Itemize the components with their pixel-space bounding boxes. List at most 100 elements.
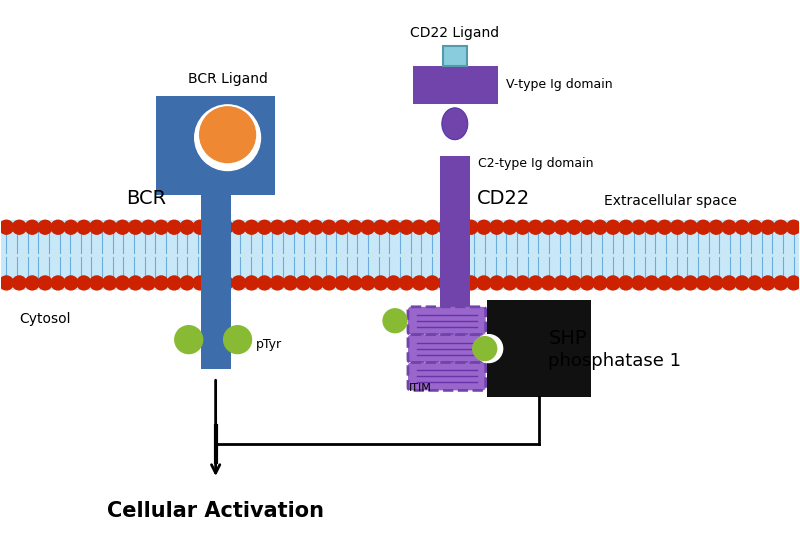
Circle shape bbox=[619, 276, 633, 290]
Circle shape bbox=[464, 276, 478, 290]
Circle shape bbox=[580, 220, 594, 234]
Circle shape bbox=[722, 220, 736, 234]
Circle shape bbox=[193, 220, 207, 234]
Circle shape bbox=[529, 220, 542, 234]
Circle shape bbox=[283, 220, 298, 234]
Circle shape bbox=[12, 276, 26, 290]
Circle shape bbox=[309, 276, 323, 290]
Circle shape bbox=[710, 276, 723, 290]
Bar bbox=[486, 300, 591, 397]
Circle shape bbox=[696, 220, 710, 234]
Circle shape bbox=[51, 220, 65, 234]
Circle shape bbox=[218, 220, 233, 234]
Circle shape bbox=[245, 220, 258, 234]
Circle shape bbox=[438, 276, 452, 290]
Circle shape bbox=[529, 276, 542, 290]
Circle shape bbox=[748, 276, 762, 290]
FancyBboxPatch shape bbox=[408, 362, 486, 390]
Circle shape bbox=[710, 220, 723, 234]
Text: phosphatase 1: phosphatase 1 bbox=[549, 352, 682, 369]
Circle shape bbox=[786, 220, 800, 234]
Circle shape bbox=[348, 220, 362, 234]
Circle shape bbox=[361, 276, 374, 290]
Circle shape bbox=[722, 276, 736, 290]
Circle shape bbox=[542, 276, 555, 290]
Circle shape bbox=[774, 220, 788, 234]
Circle shape bbox=[490, 220, 504, 234]
Circle shape bbox=[0, 220, 14, 234]
Circle shape bbox=[748, 220, 762, 234]
Circle shape bbox=[464, 220, 478, 234]
Circle shape bbox=[383, 309, 407, 333]
Text: SHP: SHP bbox=[549, 329, 587, 348]
Circle shape bbox=[102, 220, 117, 234]
Circle shape bbox=[0, 276, 14, 290]
Circle shape bbox=[258, 220, 271, 234]
Circle shape bbox=[606, 276, 620, 290]
Circle shape bbox=[502, 220, 517, 234]
Circle shape bbox=[426, 276, 439, 290]
Circle shape bbox=[129, 220, 142, 234]
Circle shape bbox=[683, 220, 698, 234]
Circle shape bbox=[129, 276, 142, 290]
Bar bbox=[2, 220, 798, 290]
Circle shape bbox=[206, 220, 220, 234]
Bar bbox=[443, 46, 466, 66]
Circle shape bbox=[322, 220, 336, 234]
Circle shape bbox=[477, 276, 491, 290]
Text: BCR Ligand: BCR Ligand bbox=[188, 72, 267, 86]
Circle shape bbox=[12, 220, 26, 234]
Circle shape bbox=[761, 276, 774, 290]
Circle shape bbox=[154, 276, 168, 290]
Circle shape bbox=[502, 276, 517, 290]
Circle shape bbox=[374, 220, 388, 234]
Circle shape bbox=[90, 276, 104, 290]
Circle shape bbox=[26, 276, 39, 290]
Circle shape bbox=[193, 276, 207, 290]
Circle shape bbox=[645, 220, 658, 234]
Circle shape bbox=[735, 276, 749, 290]
Circle shape bbox=[567, 220, 582, 234]
Circle shape bbox=[335, 276, 349, 290]
Circle shape bbox=[761, 220, 774, 234]
Circle shape bbox=[412, 220, 426, 234]
Circle shape bbox=[77, 220, 90, 234]
Circle shape bbox=[696, 276, 710, 290]
Circle shape bbox=[516, 276, 530, 290]
Text: V-type Ig domain: V-type Ig domain bbox=[506, 78, 612, 91]
Circle shape bbox=[142, 220, 155, 234]
Text: Extracellular space: Extracellular space bbox=[604, 194, 737, 208]
Circle shape bbox=[154, 220, 168, 234]
Circle shape bbox=[580, 276, 594, 290]
Circle shape bbox=[593, 220, 607, 234]
Circle shape bbox=[348, 276, 362, 290]
Circle shape bbox=[606, 220, 620, 234]
Circle shape bbox=[399, 276, 414, 290]
Bar bbox=[156, 96, 275, 195]
Text: C2-type Ig domain: C2-type Ig domain bbox=[478, 157, 594, 170]
Circle shape bbox=[554, 220, 568, 234]
Text: Cytosol: Cytosol bbox=[19, 312, 71, 326]
Text: CD22 Ligand: CD22 Ligand bbox=[410, 26, 499, 40]
Circle shape bbox=[412, 276, 426, 290]
Circle shape bbox=[51, 276, 65, 290]
Circle shape bbox=[567, 276, 582, 290]
Circle shape bbox=[38, 276, 52, 290]
Circle shape bbox=[38, 220, 52, 234]
Circle shape bbox=[258, 276, 271, 290]
Circle shape bbox=[451, 276, 465, 290]
Circle shape bbox=[335, 220, 349, 234]
Circle shape bbox=[232, 220, 246, 234]
Bar bbox=[440, 156, 470, 389]
Circle shape bbox=[399, 220, 414, 234]
Circle shape bbox=[593, 276, 607, 290]
Circle shape bbox=[90, 220, 104, 234]
Circle shape bbox=[645, 276, 658, 290]
Circle shape bbox=[232, 276, 246, 290]
Circle shape bbox=[774, 276, 788, 290]
Circle shape bbox=[474, 335, 502, 362]
Circle shape bbox=[245, 276, 258, 290]
FancyBboxPatch shape bbox=[408, 307, 486, 335]
Circle shape bbox=[115, 276, 130, 290]
Circle shape bbox=[194, 105, 261, 171]
